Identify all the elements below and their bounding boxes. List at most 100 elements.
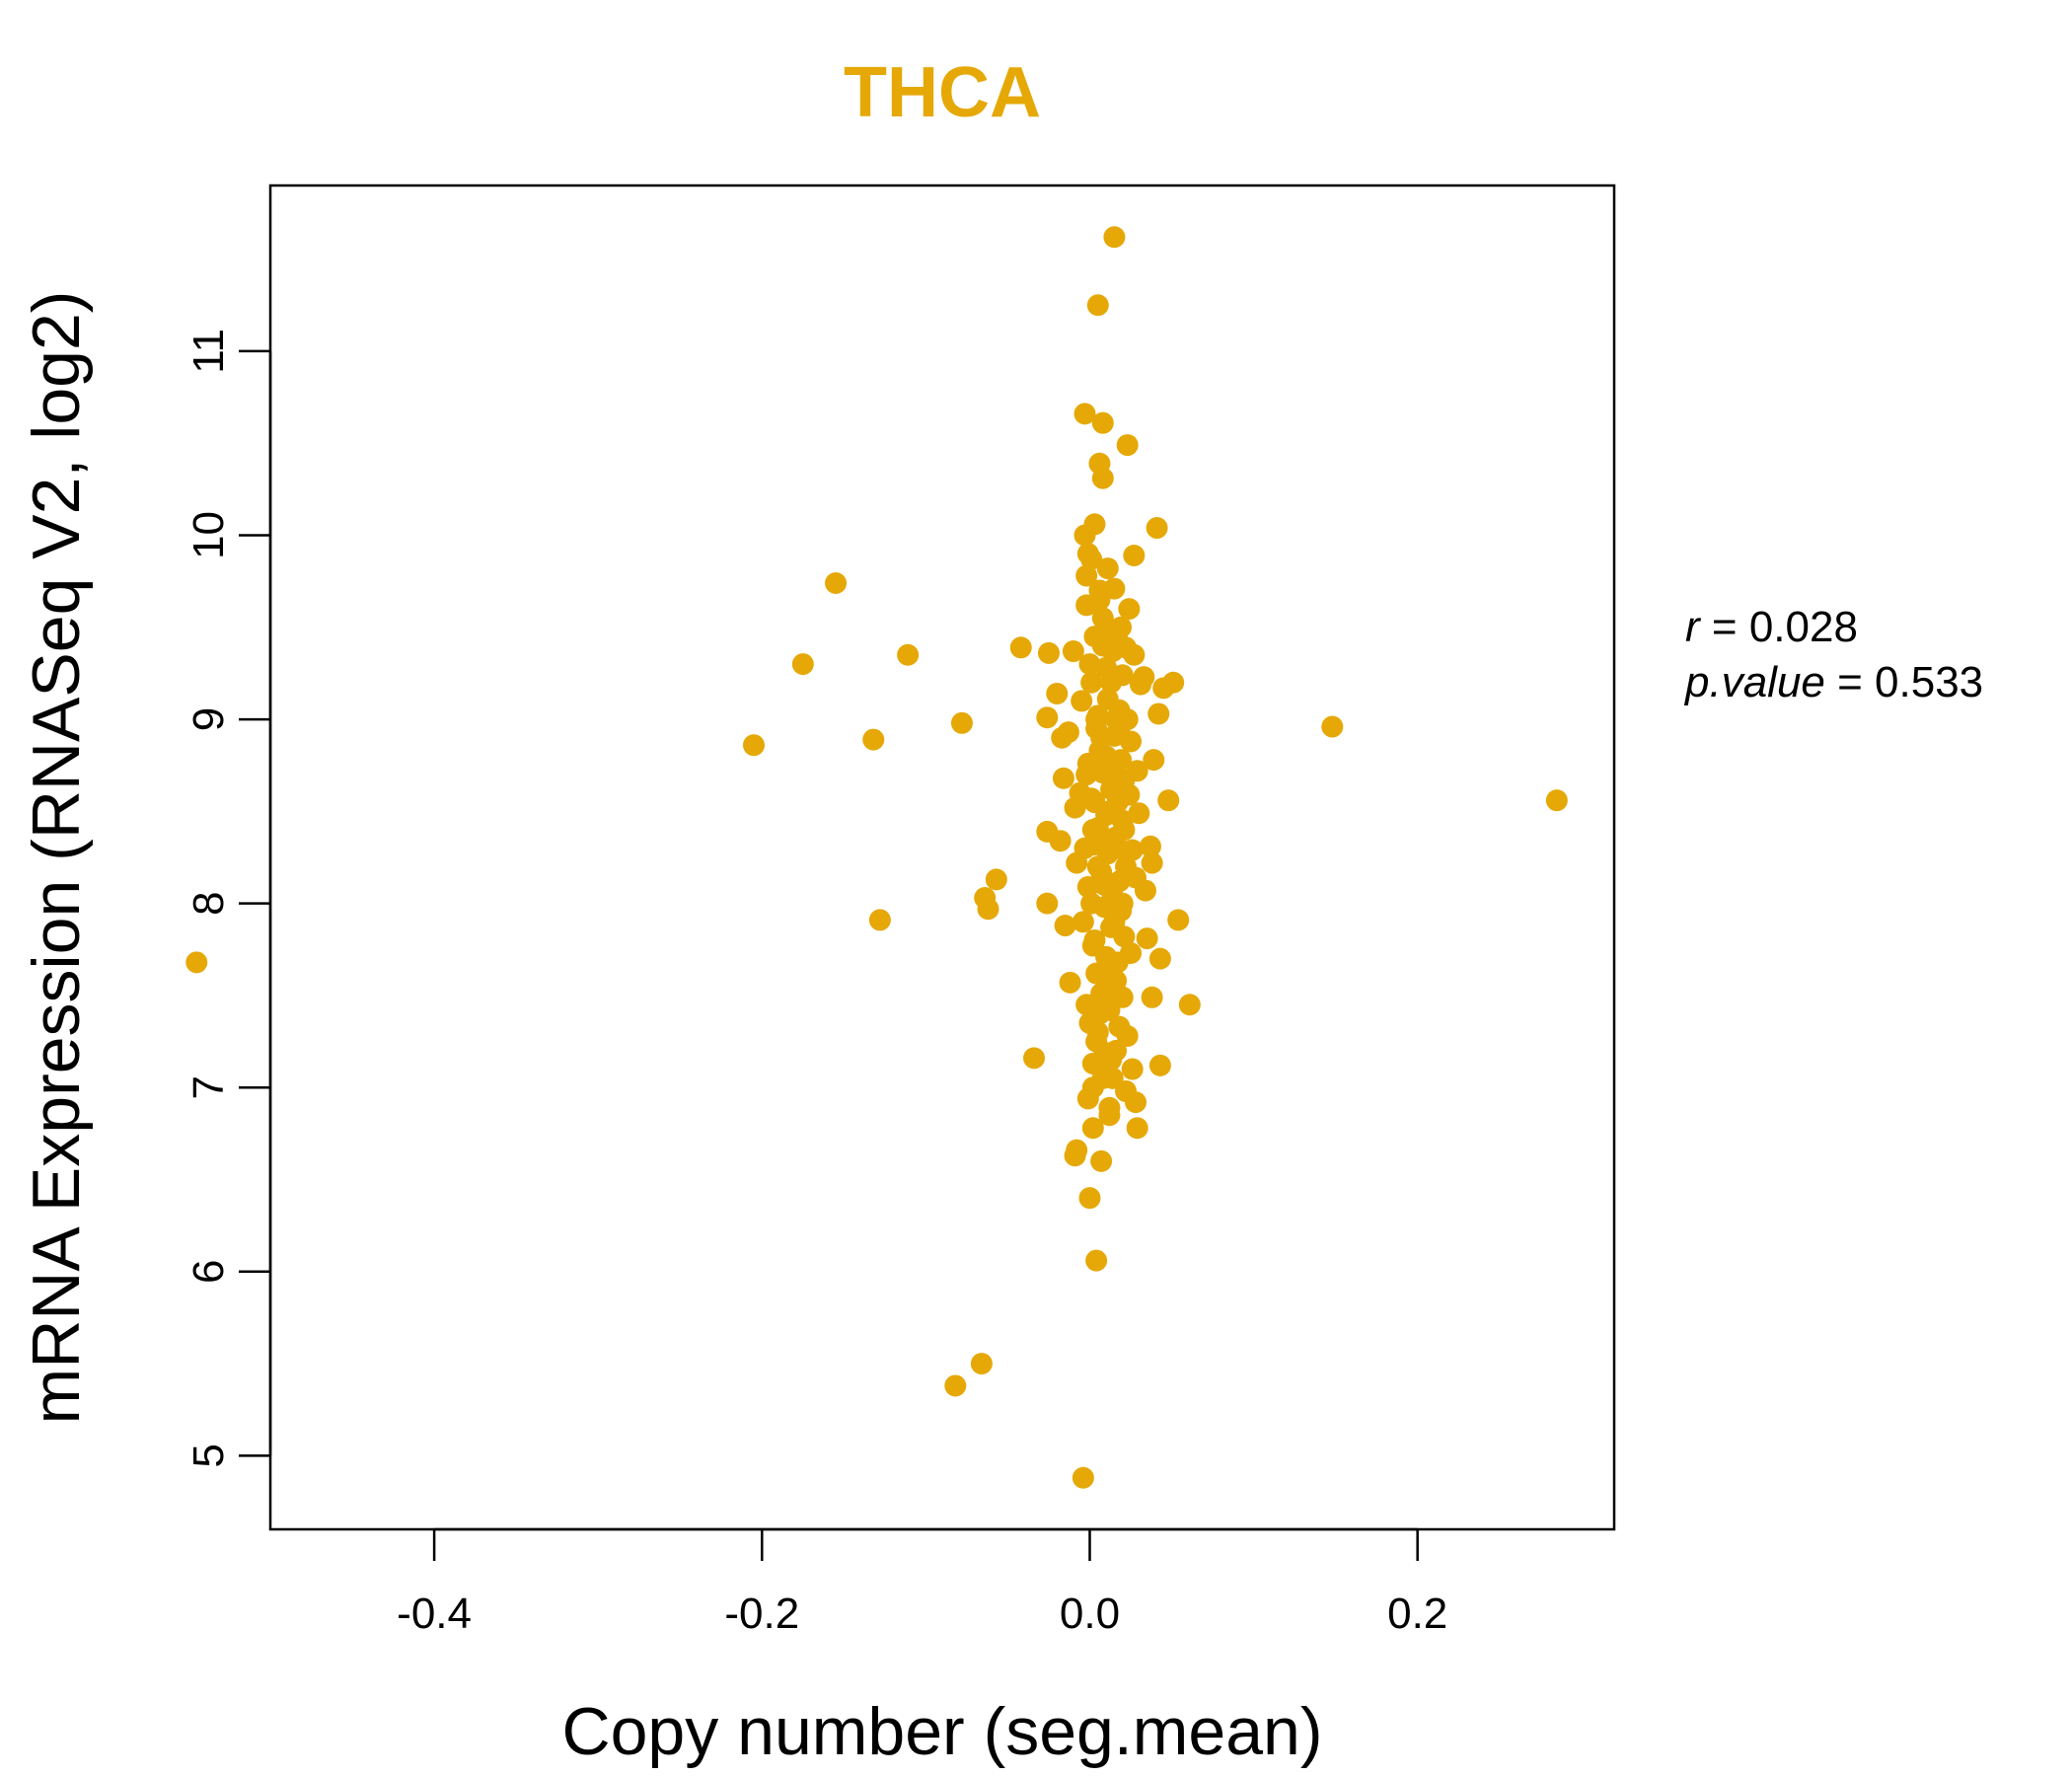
data-point xyxy=(1080,671,1103,694)
data-point xyxy=(1096,557,1119,580)
data-point xyxy=(1086,294,1109,317)
data-point xyxy=(1023,1047,1046,1070)
data-point xyxy=(1321,715,1344,738)
data-point xyxy=(1095,626,1118,648)
data-point xyxy=(1100,1049,1123,1072)
data-point xyxy=(1103,911,1126,933)
x-tick-label: -0.2 xyxy=(724,1590,799,1638)
data-point xyxy=(1147,703,1170,725)
x-tick-label: 0.0 xyxy=(1060,1590,1120,1638)
data-point xyxy=(1075,564,1098,587)
r-stat-label: r xyxy=(1685,603,1702,651)
data-point xyxy=(1057,721,1079,744)
y-tick-label: 5 xyxy=(185,1443,233,1467)
data-point xyxy=(1059,971,1081,994)
data-point xyxy=(1083,791,1106,814)
data-point xyxy=(1148,1054,1171,1076)
data-point xyxy=(1146,517,1168,540)
data-point xyxy=(1054,915,1076,937)
x-axis: -0.4 -0.2 0.0 0.2 xyxy=(397,1527,1447,1638)
data-point xyxy=(1141,851,1163,874)
data-point xyxy=(1139,835,1161,857)
data-point xyxy=(1162,671,1185,694)
data-point xyxy=(1037,641,1060,664)
data-point xyxy=(1124,1091,1147,1114)
data-point xyxy=(1090,726,1113,749)
y-axis-title: mRNA Expression (RNASeq V2, log2) xyxy=(19,291,94,1425)
y-tick-label: 11 xyxy=(185,329,233,374)
data-point xyxy=(1091,607,1114,629)
p-value-value: 0.533 xyxy=(1875,658,1983,706)
data-point xyxy=(1073,403,1096,425)
data-point xyxy=(1081,1076,1104,1099)
data-point xyxy=(977,898,999,921)
data-point xyxy=(1121,1058,1144,1080)
y-tick-label: 8 xyxy=(185,891,233,915)
data-point xyxy=(1080,892,1103,915)
data-point xyxy=(1111,892,1134,915)
data-point xyxy=(1075,764,1098,786)
data-point xyxy=(1120,942,1143,965)
x-tick-label: -0.4 xyxy=(397,1590,472,1638)
data-point xyxy=(970,1353,993,1375)
data-point xyxy=(1108,984,1131,1006)
data-point xyxy=(1128,802,1150,825)
p-value-label: p.value xyxy=(1683,658,1825,706)
data-point xyxy=(1072,1466,1094,1489)
data-point xyxy=(1046,682,1069,704)
chart-title: THCA xyxy=(844,53,1041,132)
data-point xyxy=(950,711,973,734)
data-point xyxy=(1085,708,1108,731)
data-point xyxy=(1123,545,1146,567)
data-point xyxy=(185,951,208,974)
data-point xyxy=(1085,1249,1108,1272)
data-point xyxy=(1085,1030,1108,1053)
data-point xyxy=(1098,1104,1121,1127)
data-point xyxy=(1545,789,1568,812)
data-point xyxy=(1093,828,1116,851)
data-point xyxy=(1090,1149,1113,1172)
y-tick-label: 10 xyxy=(185,511,233,559)
data-point xyxy=(1083,928,1106,951)
r-stat-value: 0.028 xyxy=(1749,603,1858,651)
data-point xyxy=(1086,855,1109,878)
p-value-stat: p.value = 0.533 xyxy=(1683,658,1983,706)
data-point xyxy=(1072,911,1094,933)
data-point xyxy=(1103,577,1126,600)
data-point xyxy=(1126,760,1148,782)
data-point xyxy=(1009,636,1032,659)
data-point xyxy=(742,734,765,757)
data-point xyxy=(1066,1139,1088,1161)
data-point xyxy=(944,1374,967,1397)
data-point xyxy=(1076,543,1099,565)
data-point xyxy=(1049,830,1072,852)
y-axis: 5 6 7 8 9 10 11 xyxy=(185,329,272,1468)
data-point xyxy=(1036,892,1059,915)
y-tick-label: 9 xyxy=(185,707,233,731)
data-point xyxy=(1081,1117,1104,1140)
data-point xyxy=(868,909,891,931)
data-point xyxy=(1116,1024,1139,1047)
data-point xyxy=(1141,986,1163,1008)
data-point xyxy=(1096,966,1119,989)
data-point xyxy=(1090,983,1113,1005)
x-axis-title: Copy number (seg.mean) xyxy=(561,1694,1322,1769)
data-point xyxy=(985,868,1007,891)
x-tick-label: 0.2 xyxy=(1387,1590,1447,1638)
data-point xyxy=(1100,671,1123,694)
data-point xyxy=(1143,749,1165,772)
data-point xyxy=(1062,640,1084,663)
data-point xyxy=(1052,767,1074,789)
data-point xyxy=(825,572,848,595)
data-point xyxy=(1118,783,1141,806)
r-stat: r = 0.028 xyxy=(1685,603,1858,651)
data-point xyxy=(1118,598,1141,621)
data-point xyxy=(1095,745,1118,768)
data-point xyxy=(1078,1011,1101,1034)
data-point xyxy=(791,653,814,676)
data-point xyxy=(1091,411,1114,434)
data-point xyxy=(1167,909,1190,931)
data-point xyxy=(1108,717,1131,740)
data-point xyxy=(1126,1117,1148,1140)
